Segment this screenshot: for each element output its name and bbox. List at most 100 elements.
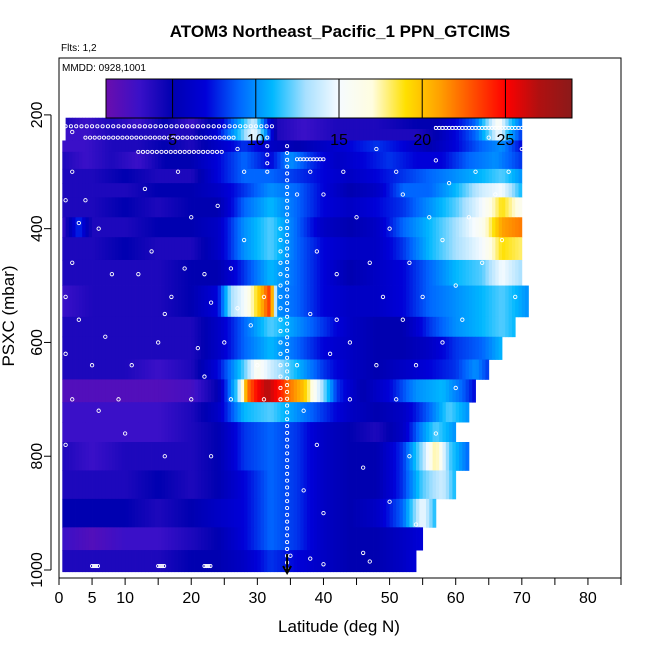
heatmap-cell <box>511 316 516 338</box>
heatmap-cell <box>263 197 268 218</box>
heatmap-cell <box>82 527 86 551</box>
heatmap-cell <box>435 316 440 338</box>
heatmap-cell <box>164 259 169 286</box>
heatmap-cell <box>356 422 361 443</box>
heatmap-cell <box>105 140 109 153</box>
heatmap-cell <box>211 379 215 403</box>
heatmap-cell <box>366 336 371 360</box>
heatmap-cell <box>184 527 189 551</box>
heatmap-cell <box>392 316 397 338</box>
heatmap-cell <box>359 197 364 218</box>
heatmap-cell <box>340 285 344 318</box>
heatmap-cell <box>131 442 136 471</box>
heatmap-cell <box>95 183 100 198</box>
scatter-point <box>208 454 214 459</box>
heatmap-cell <box>257 442 262 471</box>
heatmap-cell <box>425 237 430 261</box>
heatmap-cell <box>234 359 238 380</box>
heatmap-cell <box>257 151 262 170</box>
heatmap-cell <box>204 422 209 443</box>
scatter-point <box>162 311 167 317</box>
heatmap-cell <box>297 129 301 141</box>
track-point <box>116 124 121 129</box>
heatmap-cell <box>72 183 76 198</box>
heatmap-cell <box>171 217 176 238</box>
heatmap-cell <box>191 259 195 286</box>
scatter-point <box>255 363 260 368</box>
heatmap-cell <box>247 259 252 286</box>
heatmap-cell <box>515 183 519 198</box>
heatmap-cell <box>257 379 262 403</box>
heatmap-cell <box>92 336 96 360</box>
heatmap-cell <box>389 402 394 423</box>
heatmap-cell <box>386 379 390 403</box>
heatmap-cell <box>376 550 381 573</box>
heatmap-cell <box>323 402 328 423</box>
heatmap-cell <box>445 379 450 403</box>
heatmap-cell <box>148 442 152 471</box>
track-point <box>285 246 290 251</box>
heatmap-cell <box>217 129 222 141</box>
heatmap-cell <box>187 140 192 153</box>
heatmap-cell <box>505 237 509 261</box>
heatmap-cell <box>263 498 268 528</box>
heatmap-cell <box>359 259 364 286</box>
heatmap-cell <box>303 550 308 573</box>
heatmap-cell <box>78 336 83 360</box>
heatmap-cell <box>240 168 245 184</box>
heatmap-cell <box>92 442 96 471</box>
heatmap-cell <box>340 402 344 423</box>
heatmap-cell <box>416 422 420 443</box>
heatmap-cell <box>389 316 394 338</box>
heatmap-cell <box>392 129 397 141</box>
heatmap-cell <box>459 117 463 130</box>
heatmap-cell <box>478 183 483 198</box>
heatmap-cell <box>379 259 384 286</box>
heatmap-cell <box>323 442 328 471</box>
heatmap-cell <box>260 316 265 338</box>
heatmap-cell <box>306 470 311 500</box>
heatmap-cell <box>396 197 400 218</box>
track-point <box>285 232 290 237</box>
heatmap-cell <box>184 217 189 238</box>
heatmap-cell <box>452 285 457 318</box>
heatmap-cell <box>429 237 433 261</box>
heatmap-cell <box>306 259 311 286</box>
heatmap-cell <box>449 470 453 500</box>
heatmap-cell <box>409 217 414 238</box>
heatmap-cell <box>353 237 357 261</box>
heatmap-cell <box>472 183 476 198</box>
scatter-point <box>83 198 88 203</box>
heatmap-cell <box>379 183 384 198</box>
heatmap-cell <box>244 129 248 141</box>
heatmap-cell <box>101 140 106 153</box>
heatmap-cell <box>267 379 271 403</box>
heatmap-cell <box>425 183 430 198</box>
heatmap-cell <box>240 217 245 238</box>
track-point <box>278 363 283 368</box>
heatmap-cell <box>214 470 219 500</box>
heatmap-cell <box>333 140 338 153</box>
heatmap-cell <box>402 442 407 471</box>
heatmap-cell <box>475 168 480 184</box>
heatmap-cell <box>369 379 374 403</box>
heatmap-cell <box>300 379 305 403</box>
heatmap-cell <box>95 422 100 443</box>
heatmap-cell <box>439 442 443 471</box>
heatmap-cell <box>409 259 414 286</box>
heatmap-cell <box>135 422 139 443</box>
heatmap-cell <box>369 168 374 184</box>
heatmap-cell <box>217 379 222 403</box>
heatmap-cell <box>194 316 199 338</box>
heatmap-cell <box>442 442 447 471</box>
heatmap-cell <box>101 379 106 403</box>
scatter-point <box>453 385 458 391</box>
heatmap-cell <box>62 140 67 153</box>
heatmap-cell <box>455 168 460 184</box>
heatmap-cell <box>422 129 427 141</box>
heatmap-cell <box>300 336 305 360</box>
heatmap-cell <box>135 442 139 471</box>
heatmap-cell <box>158 117 162 130</box>
heatmap-cell <box>366 402 371 423</box>
heatmap-cell <box>105 379 109 403</box>
